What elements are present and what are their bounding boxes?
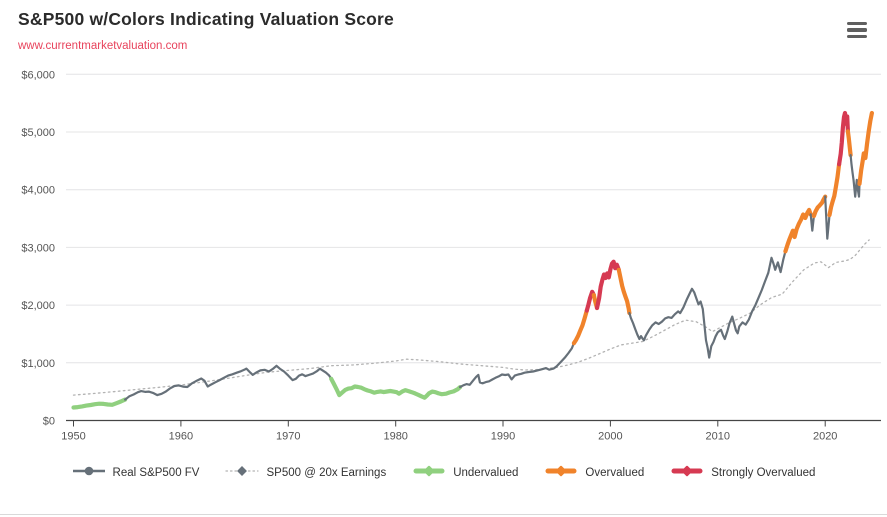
svg-text:1970: 1970	[276, 431, 300, 443]
dotted-line-diamond-marker-icon	[225, 464, 260, 482]
y-axis-labels: $0 $1,000 $2,000 $3,000 $4,000 $5,000 $6,000	[21, 69, 55, 427]
svg-text:2000: 2000	[598, 431, 622, 443]
svg-text:1980: 1980	[383, 431, 407, 443]
legend-item-sp500-20x-earnings[interactable]: SP500 @ 20x Earnings	[225, 464, 386, 482]
page-title: S&P500 w/Colors Indicating Valuation Sco…	[18, 9, 394, 29]
svg-text:$4,000: $4,000	[21, 185, 55, 197]
x-axis: 1950 1960 1970 1980 1990 2000 2010 2020	[61, 419, 881, 443]
bottom-divider	[0, 514, 887, 515]
legend-item-strongly-overvalued[interactable]: Strongly Overvalued	[670, 464, 815, 482]
svg-text:1990: 1990	[491, 431, 515, 443]
solid-line-dot-marker-icon	[72, 464, 106, 482]
svg-text:$3,000: $3,000	[21, 242, 55, 254]
orange-band-marker-icon	[544, 464, 578, 482]
valuation-chart: $0 $1,000 $2,000 $3,000 $4,000 $5,000 $6,000 19…	[21, 69, 881, 443]
legend-item-overvalued[interactable]: Overvalued	[544, 464, 644, 482]
green-band-marker-icon	[412, 464, 446, 482]
svg-text:1960: 1960	[169, 431, 193, 443]
svg-text:$2,000: $2,000	[21, 300, 55, 312]
menu-button[interactable]	[847, 20, 869, 40]
svg-text:$6,000: $6,000	[21, 69, 55, 81]
svg-text:$0: $0	[43, 416, 55, 428]
hamburger-icon	[847, 21, 867, 26]
gridlines	[66, 73, 881, 364]
legend-item-undervalued[interactable]: Undervalued	[412, 464, 518, 482]
red-band-marker-icon	[670, 464, 704, 482]
source-link[interactable]: www.currentmarketvaluation.com	[18, 40, 188, 52]
svg-text:2020: 2020	[813, 431, 837, 443]
legend-item-real-sp500-fv[interactable]: Real S&P500 FV	[72, 464, 199, 482]
price-line	[71, 110, 875, 410]
chart-legend: Real S&P500 FV SP500 @ 20x Earnings Unde…	[0, 464, 887, 482]
svg-text:$5,000: $5,000	[21, 127, 55, 139]
svg-text:1950: 1950	[61, 431, 85, 443]
earnings-line	[72, 239, 870, 396]
svg-text:$1,000: $1,000	[21, 358, 55, 370]
svg-text:2010: 2010	[706, 431, 730, 443]
